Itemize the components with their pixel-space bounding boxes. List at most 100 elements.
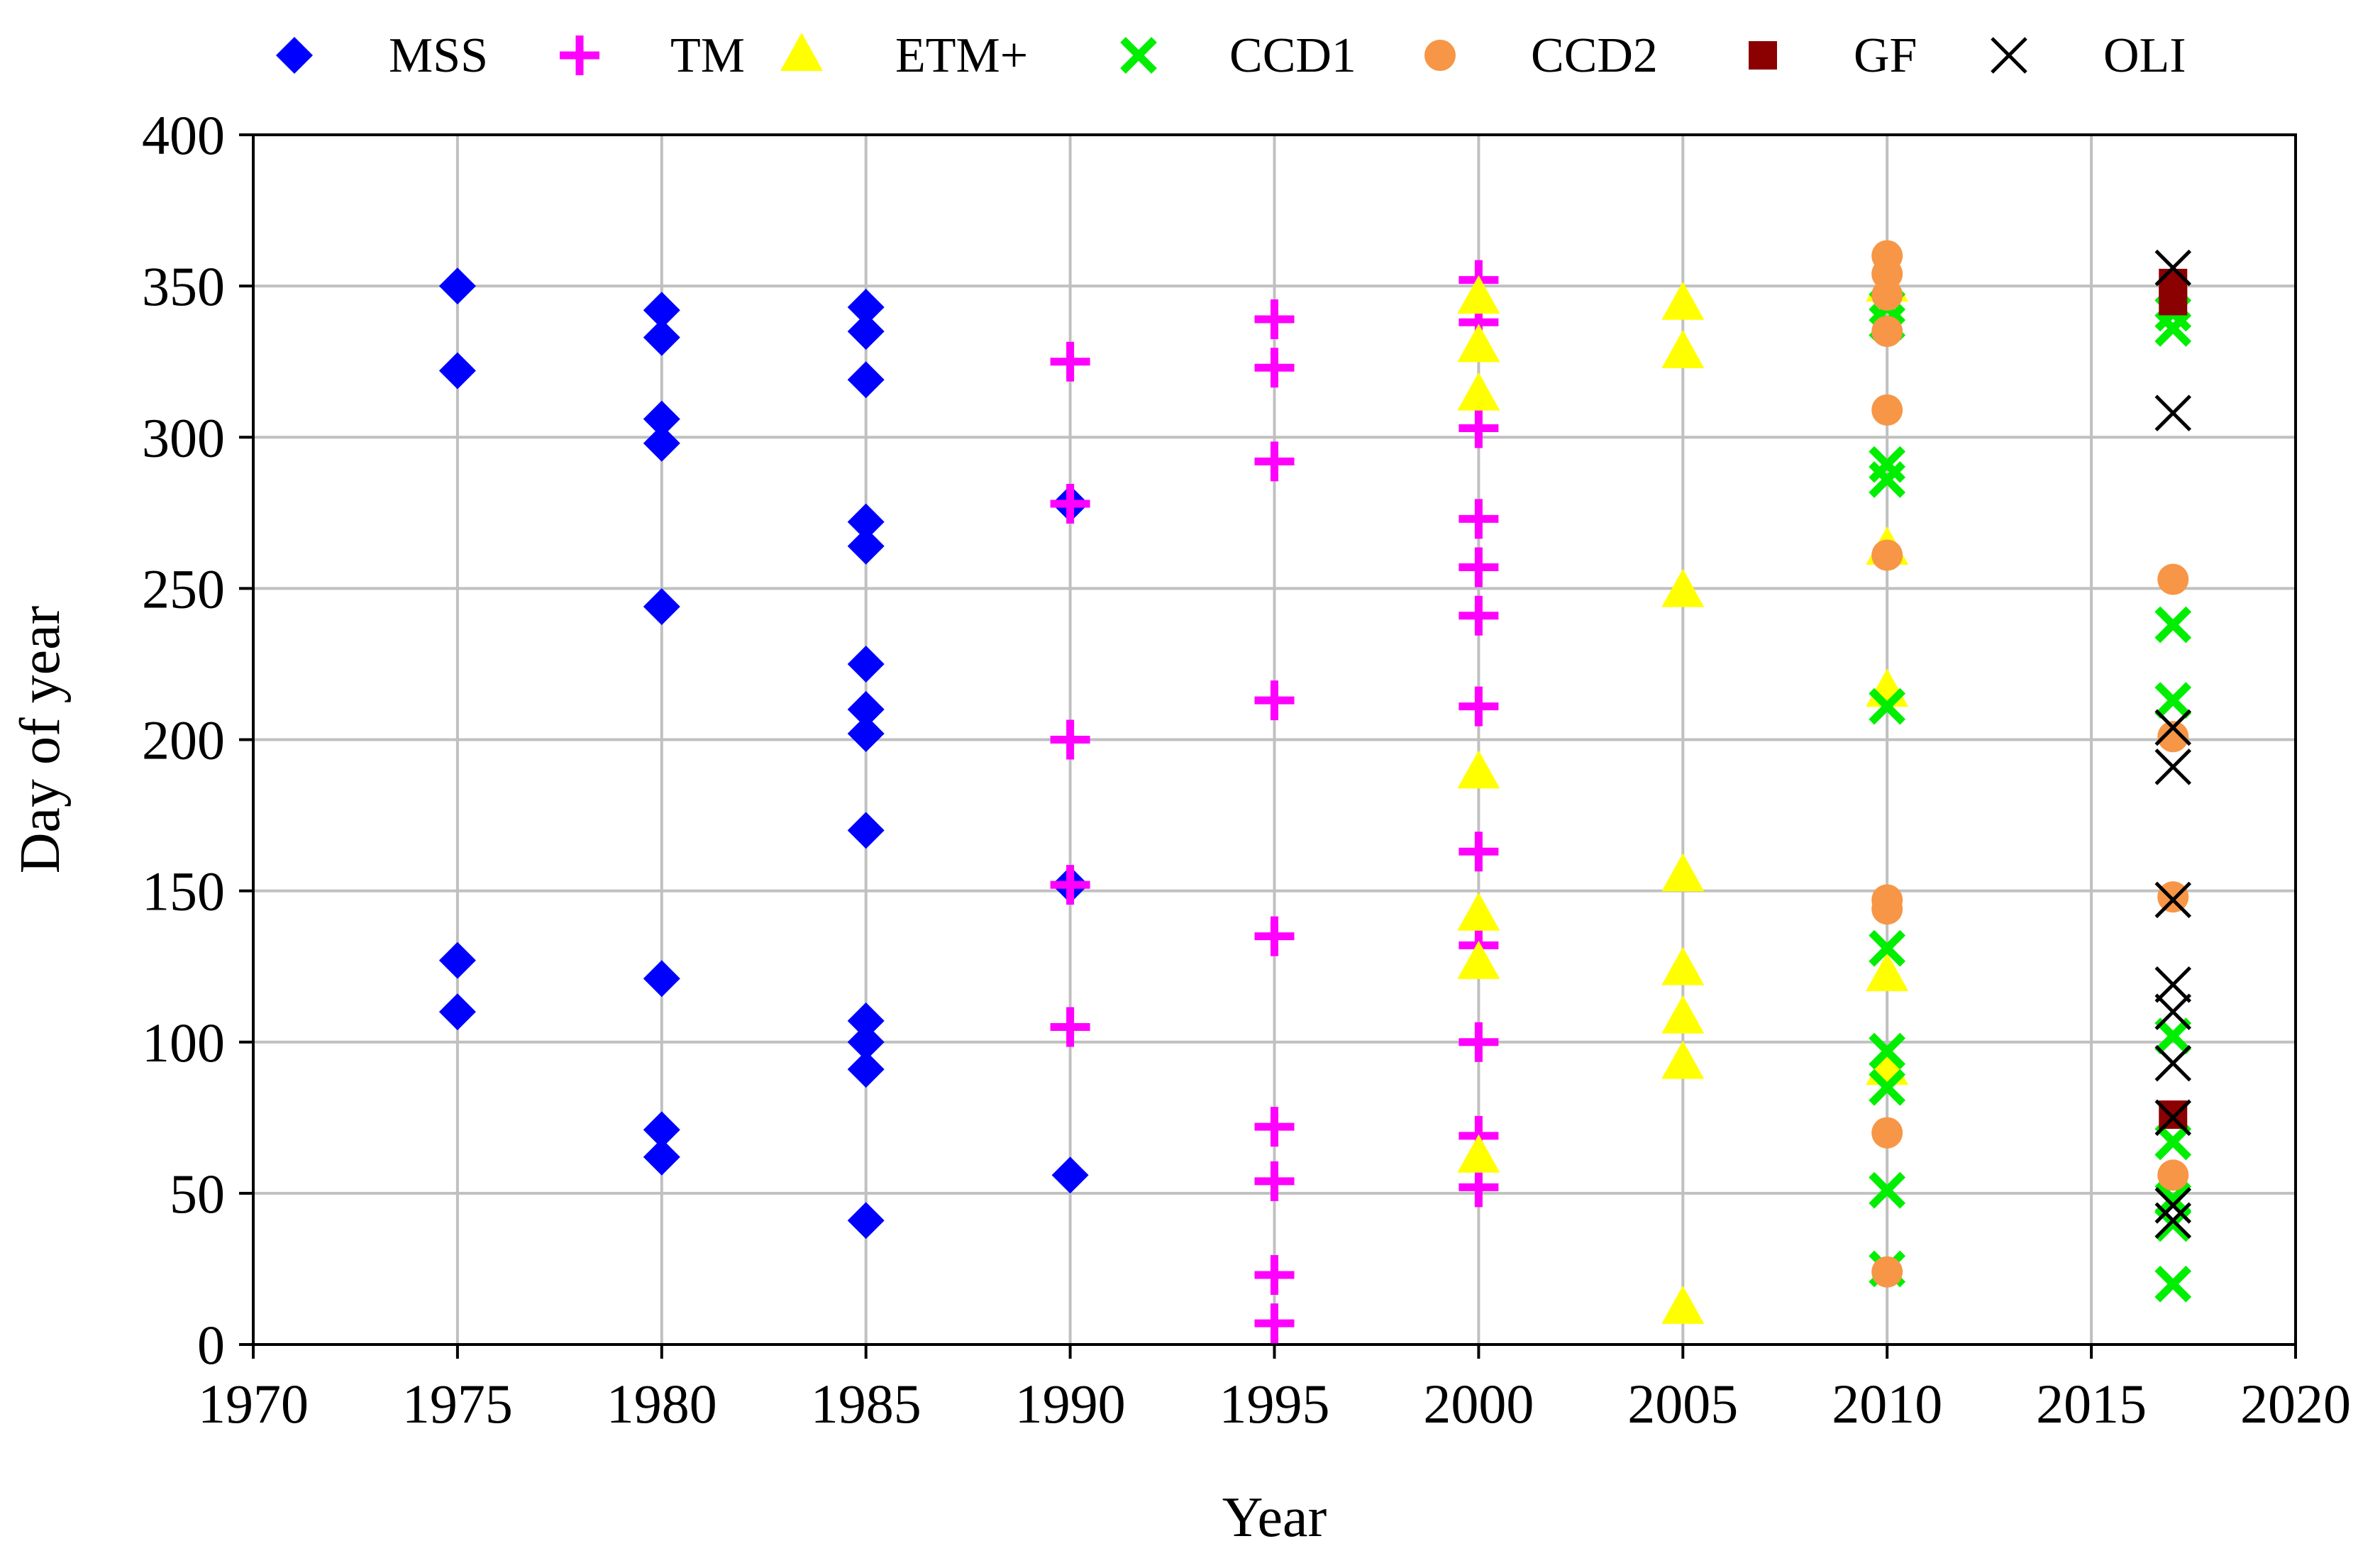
legend-label-oli: OLI	[2103, 28, 2186, 83]
x-tick-label: 2020	[2240, 1373, 2351, 1435]
tm-point	[1459, 547, 1499, 587]
mss-point	[643, 319, 680, 356]
legend-item-oli: OLI	[1991, 28, 2186, 83]
legend-symbol-mss	[276, 37, 313, 74]
oli-point	[2154, 1099, 2192, 1137]
ccd1-point	[2154, 1265, 2192, 1303]
tm-point	[1254, 680, 1295, 721]
oli-point-b	[2154, 749, 2192, 785]
legend-symbol-ccd1	[1120, 37, 1157, 74]
tm-point	[1459, 1022, 1499, 1062]
etm-point	[1661, 995, 1705, 1034]
ccd1-point	[2154, 682, 2192, 719]
legend-label-gf: GF	[1854, 28, 1917, 83]
ccd2-point	[1871, 539, 1903, 571]
oli-point	[2154, 249, 2192, 287]
ccd1-point	[2154, 309, 2192, 347]
ccd1-point-b	[2154, 1205, 2192, 1242]
legend-item-etm: ETM+	[780, 28, 1028, 83]
x-tick-label: 2000	[1423, 1373, 1534, 1435]
ccd1-point-b	[2154, 606, 2192, 644]
legend-item-ccd1: CCD1	[1120, 28, 1356, 83]
tm-point	[1254, 441, 1295, 482]
tm-point	[1254, 348, 1295, 388]
gf-point	[2159, 1100, 2188, 1130]
ccd2-point	[2157, 563, 2189, 595]
mss-point	[847, 1023, 885, 1061]
etm-point	[1457, 750, 1500, 789]
legend-item-ccd2: CCD2	[1424, 28, 1658, 83]
ccd1-point	[1869, 688, 1906, 725]
tm-point	[1459, 408, 1499, 448]
legend-label-tm: TM	[670, 28, 745, 83]
mss-point	[643, 960, 680, 998]
ccd2-point	[2157, 721, 2189, 753]
ccd1-point-b	[1869, 688, 1906, 725]
y-tick-label: 150	[142, 861, 225, 922]
mss-point	[847, 1051, 885, 1088]
legend-label-mss: MSS	[389, 28, 488, 83]
etm-point	[1457, 324, 1500, 363]
mss-point	[847, 812, 885, 849]
oli-point-b	[2154, 993, 2192, 1030]
y-tick-label: 50	[170, 1163, 225, 1225]
etm-point	[1661, 1040, 1705, 1079]
ccd1-point	[1869, 1069, 1906, 1106]
legend-symbol-oli-b	[1991, 37, 2027, 74]
legend-symbol-etm	[780, 33, 823, 71]
mss-point	[847, 361, 885, 399]
tm-point	[1050, 719, 1090, 760]
tm-point	[1050, 865, 1090, 905]
ccd1-point	[2154, 1017, 2192, 1055]
ccd1-point-b	[2154, 1123, 2192, 1161]
oli-point-b	[2154, 394, 2192, 431]
y-tick-label: 200	[142, 710, 225, 771]
legend-symbol-tm	[560, 35, 599, 75]
legend-item-mss: MSS	[276, 28, 488, 83]
oli-point-b	[2154, 709, 2192, 746]
x-tick-label: 2005	[1627, 1373, 1738, 1435]
mss-point	[438, 993, 476, 1031]
etm-point	[1661, 281, 1705, 320]
oli-point-b	[2154, 1187, 2192, 1224]
tm-point	[1254, 299, 1295, 340]
y-tick-label: 300	[142, 407, 225, 468]
mss-point	[438, 267, 476, 305]
x-tick-label: 1975	[402, 1373, 513, 1435]
mss-point	[438, 942, 476, 979]
mss-point	[847, 690, 885, 728]
ccd1-point-b	[1869, 929, 1906, 967]
tm-point	[1050, 341, 1090, 382]
y-tick-label: 350	[142, 255, 225, 317]
x-axis-title: Year	[1222, 1486, 1327, 1549]
ccd1-point	[1869, 1032, 1906, 1070]
legend-symbol-oli	[1991, 37, 2027, 74]
tm-point	[1254, 1161, 1295, 1201]
legend-symbol-ccd2	[1424, 40, 1456, 71]
mss-point	[643, 1138, 680, 1176]
tm-point	[1254, 1254, 1295, 1295]
mss-point	[847, 645, 885, 683]
ccd2-point	[1871, 279, 1903, 311]
y-axis-title: Day of year	[9, 606, 72, 874]
mss-point	[847, 288, 885, 326]
y-tick-label: 250	[142, 558, 225, 619]
etm-point	[1661, 946, 1705, 985]
data-markers	[438, 240, 2192, 1344]
y-tick-label: 100	[142, 1012, 225, 1073]
legend-label-etm: ETM+	[895, 28, 1028, 83]
legend-symbol-ccd1-b	[1120, 37, 1157, 74]
oli-point-b	[2154, 1202, 2192, 1240]
oli-point	[2154, 1044, 2192, 1082]
legend-label-ccd2: CCD2	[1531, 28, 1658, 83]
ccd1-point	[1869, 929, 1906, 967]
y-tick-label: 400	[142, 104, 225, 166]
oli-point-b	[2154, 881, 2192, 919]
oli-point	[2154, 394, 2192, 431]
etm-point	[1661, 1285, 1705, 1324]
oli-point	[2154, 749, 2192, 785]
etm-point	[1457, 372, 1500, 411]
ccd2-point	[1871, 1117, 1903, 1149]
etm-point	[1457, 1134, 1500, 1173]
